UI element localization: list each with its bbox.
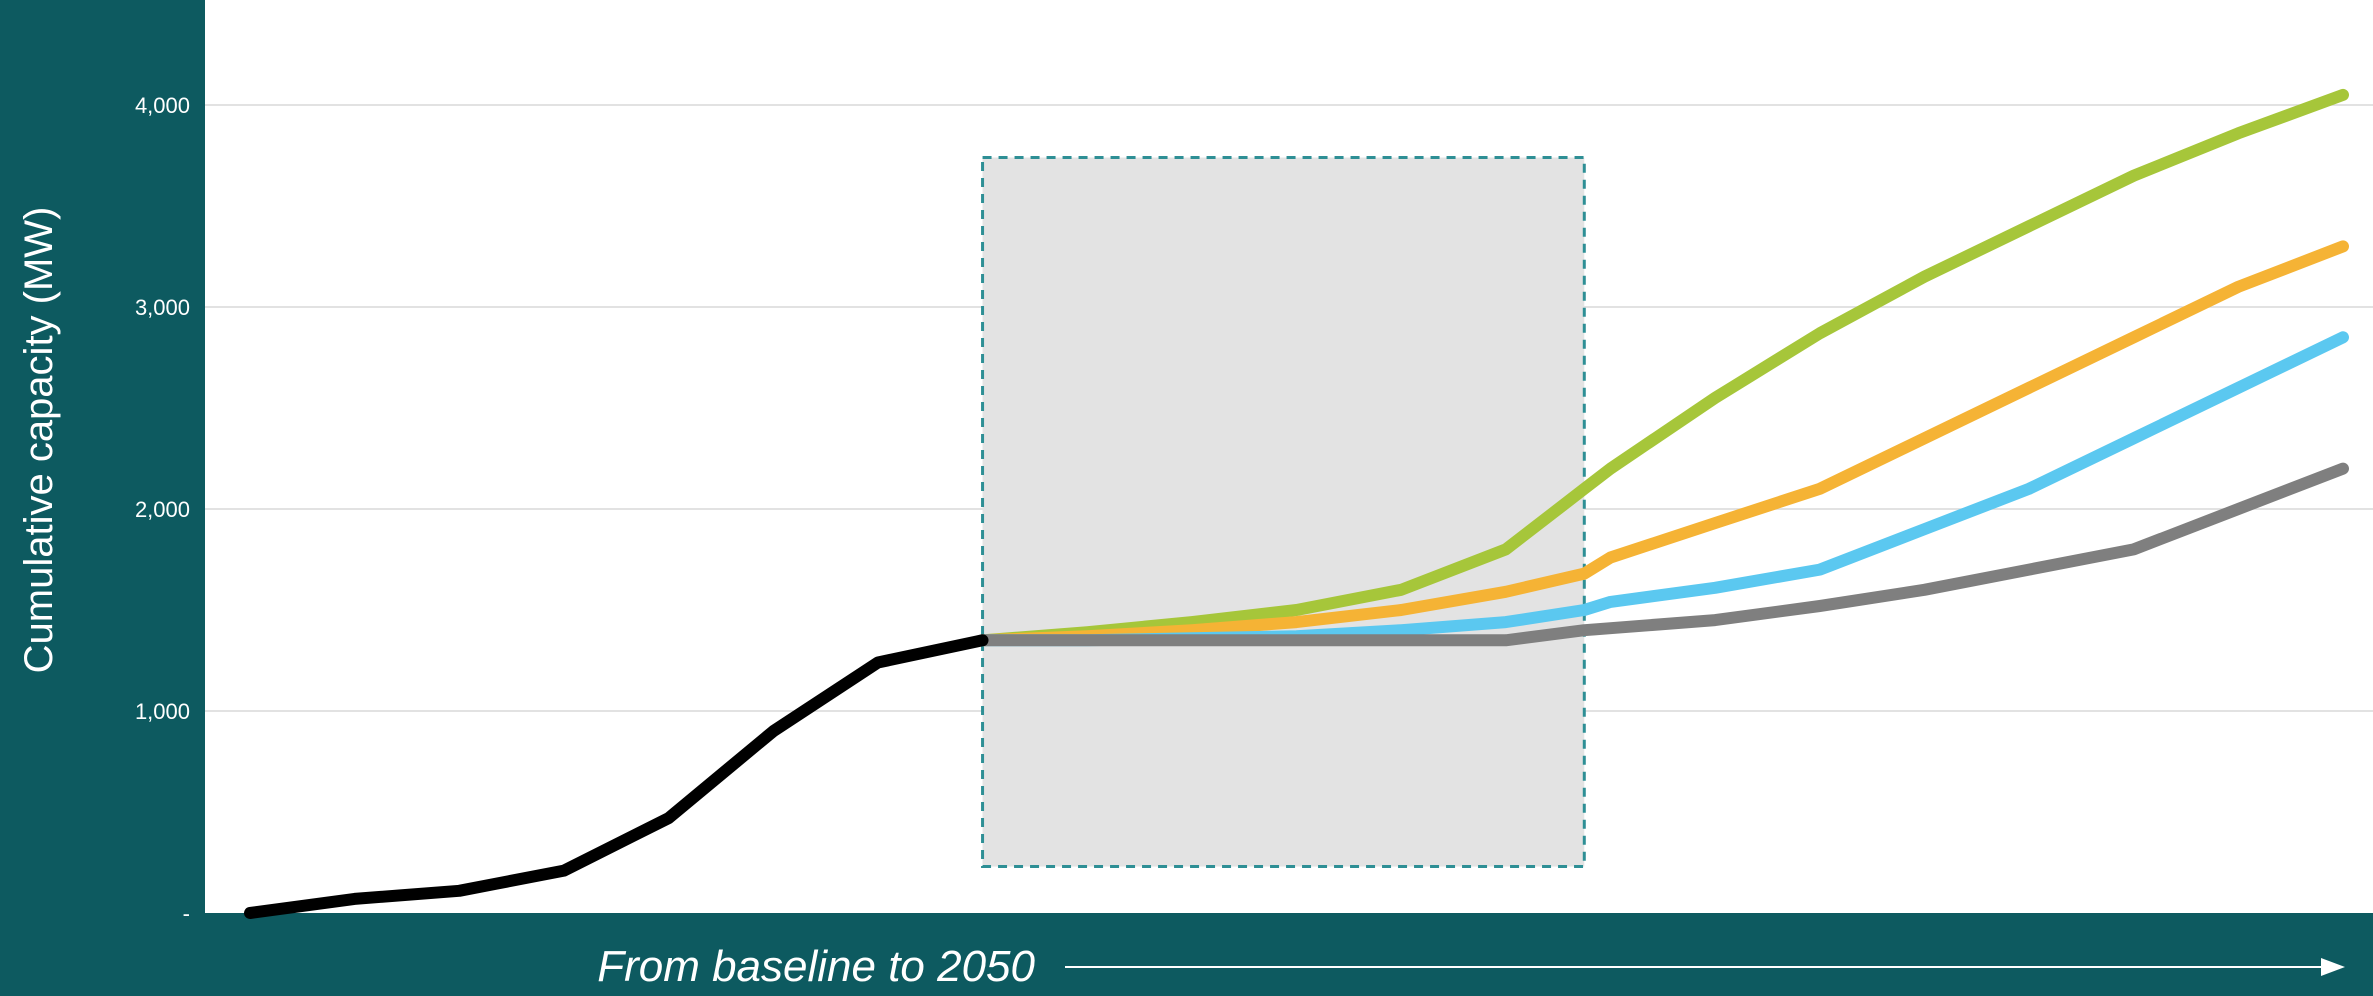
y-tick-label: 3,000 [135,295,190,320]
series-line-1 [976,88,2349,647]
series-line-0 [244,634,989,919]
y-tick-labels: - 1,000 2,000 3,000 4,000 [135,93,190,926]
series-line-4 [976,462,2349,647]
x-axis-label: From baseline to 2050 [597,942,1035,991]
series-line-2 [976,240,2349,647]
y-tick-label: 4,000 [135,93,190,118]
series-layer [244,88,2349,919]
y-tick-label: - [183,901,190,926]
y-axis-label: Cumulative capacity (MW) [17,207,61,674]
x-axis-arrow [1065,958,2345,976]
y-tick-label: 2,000 [135,497,190,522]
y-tick-label: 1,000 [135,699,190,724]
highlight-region [981,156,1586,869]
highlight-region-layer [981,156,1586,869]
